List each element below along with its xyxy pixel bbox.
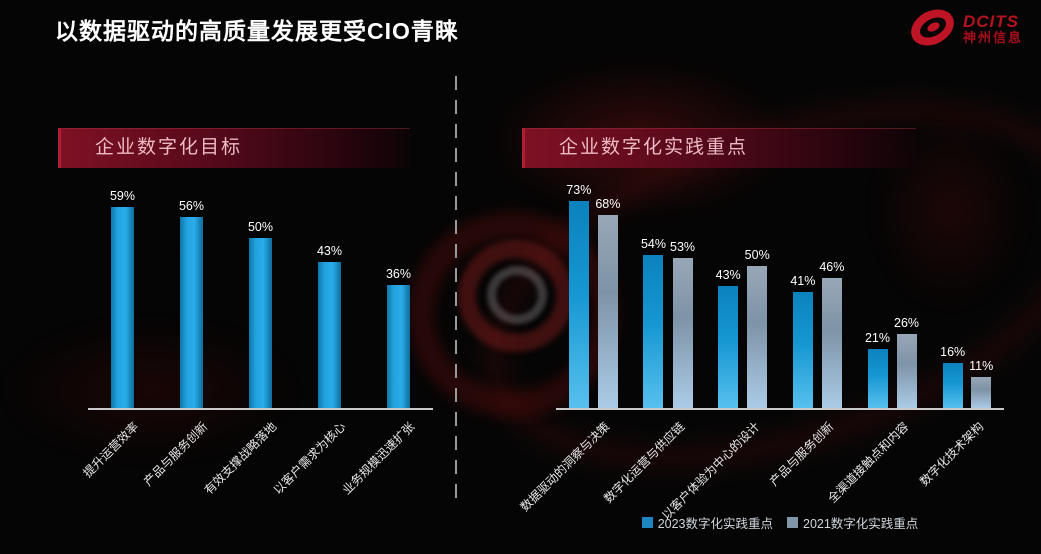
bar-value-label: 43% (316, 244, 343, 258)
x-axis-category-label: 数据驱动的洞察与决策 (517, 419, 613, 515)
bar-value-label: 26% (894, 316, 920, 330)
bar-category-slot: 59% 提升运营效率 (81, 189, 157, 480)
logo-company-text: 神州信息 (962, 30, 1023, 46)
bar-value-label: 43% (715, 268, 741, 282)
bar-category-slot: 43% 50% 以客户体验为中心的设计 (659, 190, 780, 523)
bar-category-slot: 41% 46% 产品与服务创新 (767, 190, 855, 489)
x-axis-category-label: 产品与服务创新 (141, 419, 211, 489)
dcits-swirl-icon (904, 2, 961, 53)
legend-label-2023: 2023数字化实践重点 (657, 517, 773, 531)
section-divider (455, 76, 457, 508)
goals-bar-chart: 59% 提升运营效率 56% 产品与服务创新 50% 有效支撑战略落地 43% 以客户需求为核… (81, 189, 433, 497)
x-axis-category-label: 提升运营效率 (80, 419, 142, 481)
bar-category-slot: 21% 26% 全渠道接触点和内容 (825, 190, 930, 506)
bar-value-label: 21% (864, 331, 891, 345)
bar (792, 292, 813, 408)
right-section-header: 企业数字化实践重点 (522, 128, 916, 168)
bar (597, 215, 618, 408)
dcits-logo: DCITS 神州信息 (904, 2, 1023, 53)
legend-label-2021: 2021数字化实践重点 (803, 517, 919, 531)
bar (718, 286, 739, 408)
bar (896, 334, 917, 408)
x-axis-category-label: 数字化技术架构 (916, 419, 987, 489)
bar-value-label: 73% (566, 183, 592, 197)
bar-category-slot: 56% 产品与服务创新 (142, 190, 226, 489)
bar-value-label: 54% (640, 237, 666, 251)
chart-legend: 2023数字化实践重点 2021数字化实践重点 (556, 513, 1004, 532)
bar-value-label: 11% (969, 359, 994, 373)
x-axis-category-label: 业务规模迅速扩张 (340, 419, 418, 498)
bar-value-label: 59% (109, 189, 136, 203)
bar (643, 255, 664, 408)
bar (387, 285, 410, 408)
background-bullseye-ring (487, 266, 547, 324)
logo-brand-text: DCITS (962, 11, 1019, 31)
bar-category-slot: 36% 业务规模迅速扩张 (340, 190, 433, 497)
bar-value-label: 50% (247, 220, 274, 234)
bar-value-label: 36% (385, 267, 412, 281)
bar (672, 258, 693, 408)
slide-title: 以数据驱动的高质量发展更受CIO青睐 (55, 18, 459, 44)
bar (821, 278, 842, 408)
bar-value-label: 41% (790, 274, 816, 288)
practice-bar-chart: 73% 68% 数据驱动的洞察与决策 54% 53% 数字化运营与供应链 43% 50% 以客户… (518, 183, 1004, 523)
legend-swatch-2021 (787, 517, 798, 528)
bar (568, 201, 589, 408)
legend-swatch-2023 (641, 517, 653, 528)
bar-category-slot: 50% 有效支撑战略落地 (202, 190, 295, 497)
bar (942, 363, 963, 408)
bar (971, 377, 992, 408)
bar-value-label: 68% (595, 197, 621, 211)
legend-item-2021: 2021数字化实践重点 (787, 513, 918, 532)
bar-value-label: 50% (744, 248, 770, 262)
bar (180, 217, 203, 408)
left-section-header: 企业数字化目标 (58, 128, 410, 168)
bar-value-label: 53% (670, 240, 696, 254)
bar-value-label: 16% (940, 345, 966, 359)
bar (111, 207, 134, 408)
bar (249, 238, 272, 408)
legend-item-2023: 2023数字化实践重点 (641, 513, 773, 532)
bar (318, 262, 341, 408)
bar-value-label: 46% (819, 260, 845, 274)
bar-category-slot: 43% 以客户需求为核心 (271, 190, 364, 497)
x-axis-category-label: 产品与服务创新 (767, 419, 837, 489)
bar-value-label: 56% (178, 199, 205, 213)
bar-category-slot: 54% 53% 数字化运营与供应链 (601, 190, 706, 506)
bar (867, 349, 888, 408)
bar-category-slot: 73% 68% 数据驱动的洞察与决策 (518, 183, 631, 514)
bar-category-slot: 16% 11% 数字化技术架构 (917, 190, 1004, 489)
bar (747, 266, 768, 408)
x-axis-category-label: 全渠道接触点和内容 (825, 419, 912, 506)
